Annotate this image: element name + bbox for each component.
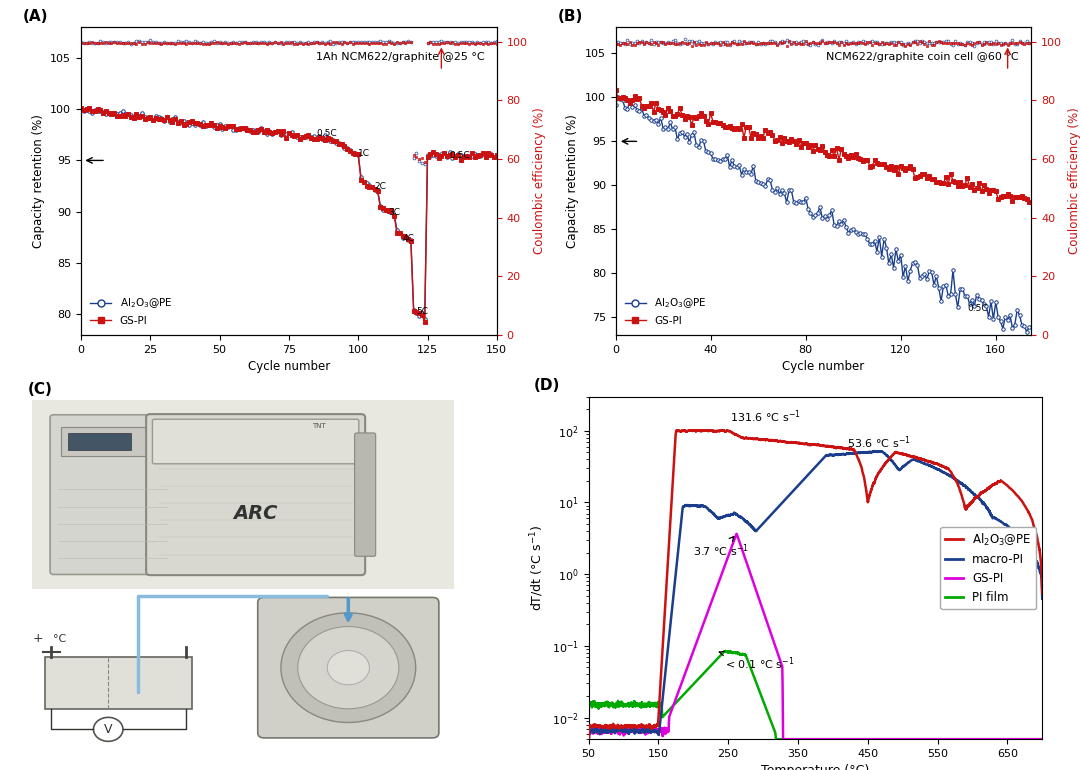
FancyBboxPatch shape	[258, 598, 438, 738]
Text: (C): (C)	[28, 382, 53, 397]
Text: (D): (D)	[535, 378, 561, 393]
Bar	[68, 433, 132, 450]
Circle shape	[94, 718, 123, 742]
Legend: Al$_2$O$_3$@PE, GS-PI: Al$_2$O$_3$@PE, GS-PI	[621, 293, 711, 330]
Text: 3.7 °C s$^{-1}$: 3.7 °C s$^{-1}$	[693, 537, 750, 559]
Text: 3C: 3C	[389, 208, 401, 217]
Legend: Al$_2$O$_3$@PE, GS-PI: Al$_2$O$_3$@PE, GS-PI	[86, 293, 176, 330]
Text: TNT: TNT	[312, 423, 326, 429]
Text: 53.6 °C s$^{-1}$: 53.6 °C s$^{-1}$	[847, 434, 910, 451]
Text: 1Ah NCM622/graphite @25 °C: 1Ah NCM622/graphite @25 °C	[315, 52, 484, 62]
FancyBboxPatch shape	[354, 433, 376, 556]
Text: ARC: ARC	[233, 504, 278, 523]
Y-axis label: Coulombic efficiency (%): Coulombic efficiency (%)	[534, 108, 546, 254]
Bar	[32, 400, 454, 589]
Circle shape	[327, 651, 369, 685]
Bar	[32, 589, 454, 743]
Y-axis label: Coulombic efficiency (%): Coulombic efficiency (%)	[1068, 108, 1080, 254]
Y-axis label: dT/dt (°C s$^{-1}$): dT/dt (°C s$^{-1}$)	[529, 525, 546, 611]
Text: °C: °C	[54, 634, 67, 644]
FancyBboxPatch shape	[50, 415, 175, 574]
Text: 1C: 1C	[359, 149, 370, 159]
Text: < 0.1 °C s$^{-1}$: < 0.1 °C s$^{-1}$	[719, 651, 794, 672]
Legend: Al$_2$O$_3$@PE, macro-PI, GS-PI, PI film: Al$_2$O$_3$@PE, macro-PI, GS-PI, PI film	[941, 527, 1037, 609]
Bar	[45, 658, 192, 708]
FancyBboxPatch shape	[152, 419, 359, 464]
Text: (B): (B)	[557, 8, 583, 24]
Text: NCM622/graphite coin cell @60 °C: NCM622/graphite coin cell @60 °C	[826, 52, 1018, 62]
Circle shape	[146, 551, 156, 559]
Y-axis label: Capacity retention (%): Capacity retention (%)	[31, 114, 44, 248]
Text: (A): (A)	[23, 8, 49, 24]
Text: 0.5C: 0.5C	[316, 129, 337, 138]
Text: V: V	[104, 723, 112, 736]
Text: 5C: 5C	[417, 307, 429, 316]
X-axis label: Cycle number: Cycle number	[782, 360, 865, 373]
Text: 131.6 °C s$^{-1}$: 131.6 °C s$^{-1}$	[730, 409, 801, 425]
Text: 0.5C: 0.5C	[449, 152, 470, 160]
X-axis label: Cycle number: Cycle number	[247, 360, 330, 373]
Y-axis label: Capacity retention (%): Capacity retention (%)	[566, 114, 579, 248]
FancyBboxPatch shape	[62, 427, 147, 456]
X-axis label: Temperature (°C): Temperature (°C)	[761, 765, 869, 770]
Circle shape	[298, 627, 399, 708]
Circle shape	[281, 613, 416, 722]
Text: +: +	[32, 632, 43, 645]
Text: 4C: 4C	[403, 233, 415, 243]
Text: 2C: 2C	[375, 182, 387, 191]
Text: 0.5C: 0.5C	[968, 304, 988, 313]
FancyBboxPatch shape	[146, 414, 365, 575]
